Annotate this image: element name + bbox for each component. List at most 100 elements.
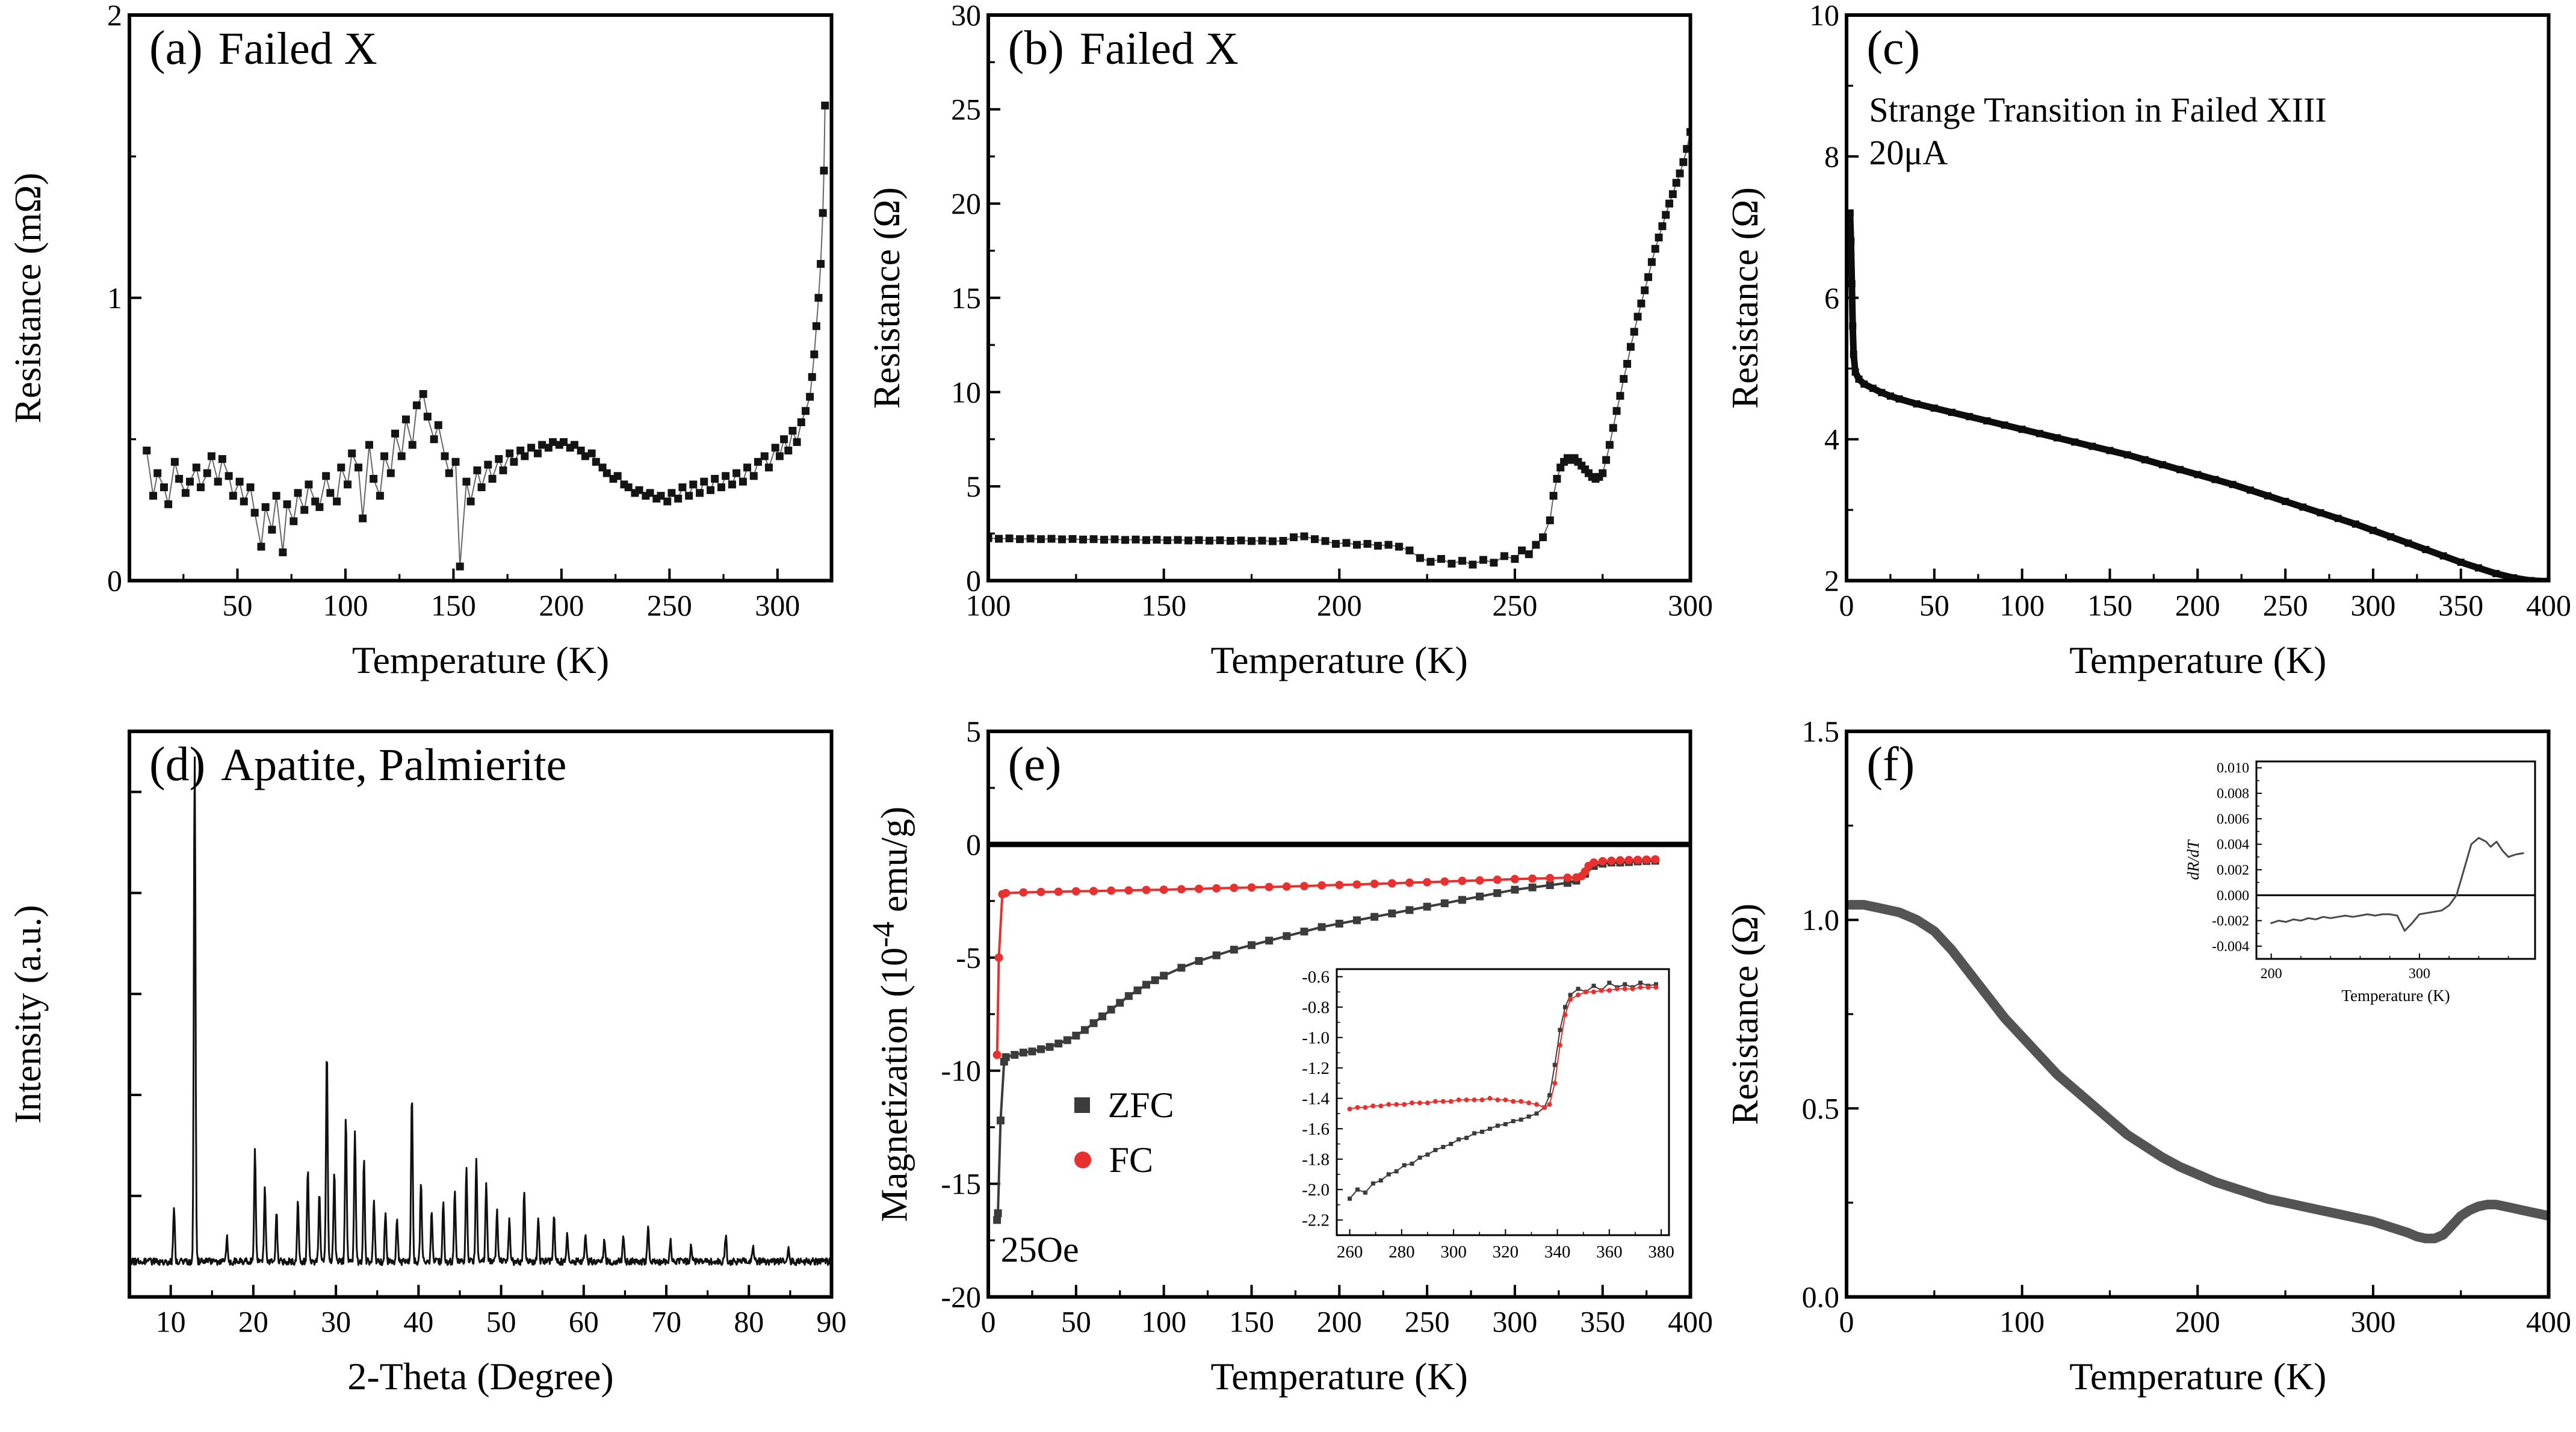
svg-text:0: 0 bbox=[107, 564, 122, 598]
svg-text:50: 50 bbox=[486, 1304, 516, 1338]
x-axis-label-d: 2-Theta (Degree) bbox=[347, 1354, 614, 1398]
svg-text:30: 30 bbox=[321, 1304, 351, 1338]
panel-b: 100 150 200 250 300 0 5 10 15 20 25 30 (b) Failed X … bbox=[859, 0, 1718, 716]
svg-text:20: 20 bbox=[238, 1304, 268, 1338]
zfc-marker-icon bbox=[1074, 1097, 1090, 1113]
x-axis-label-f: Temperature (K) bbox=[2069, 1354, 2327, 1398]
svg-text:300: 300 bbox=[2351, 1304, 2396, 1338]
svg-text:15: 15 bbox=[951, 281, 981, 315]
panel-a-tag: (a) bbox=[149, 22, 203, 75]
svg-text:-1.4: -1.4 bbox=[1302, 1089, 1330, 1108]
svg-text:200: 200 bbox=[2261, 966, 2282, 982]
svg-text:300: 300 bbox=[2351, 589, 2396, 622]
y-axis-label-e-exponent: -4 bbox=[866, 921, 901, 947]
svg-text:-1.0: -1.0 bbox=[1302, 1028, 1330, 1047]
chart-f: 0 100 200 300 400 0.0 0.5 1.0 1.5 bbox=[1802, 716, 2571, 1339]
panel-a-title-text: Failed X bbox=[218, 23, 377, 74]
svg-text:300: 300 bbox=[1492, 1304, 1537, 1338]
svg-text:8: 8 bbox=[1824, 140, 1839, 173]
svg-text:2: 2 bbox=[107, 0, 122, 32]
svg-text:4: 4 bbox=[1824, 423, 1839, 456]
panel-a: 50 100 150 200 250 300 0 1 2 (a) Failed X Tempera… bbox=[0, 0, 859, 716]
svg-text:340: 340 bbox=[1544, 1242, 1570, 1262]
svg-text:350: 350 bbox=[2439, 589, 2484, 622]
svg-text:10: 10 bbox=[156, 1304, 186, 1338]
inset-chart-f: 200 300 -0.004 -0.002 0.000 0.002 0.004 0.006 0.… bbox=[2185, 754, 2544, 1007]
panel-d-title-text: Apatite, Palmierite bbox=[221, 739, 567, 790]
svg-text:30: 30 bbox=[951, 0, 981, 32]
panel-e-title: (e) bbox=[1008, 739, 1062, 790]
svg-text:0.0: 0.0 bbox=[1802, 1280, 1839, 1313]
svg-text:70: 70 bbox=[651, 1304, 681, 1338]
panel-c-subtitle-line1: Strange Transition in Failed XIII bbox=[1869, 90, 2327, 129]
svg-text:200: 200 bbox=[2175, 589, 2220, 622]
svg-text:350: 350 bbox=[1580, 1304, 1625, 1338]
x-axis-label-a: Temperature (K) bbox=[351, 639, 610, 681]
svg-text:-0.8: -0.8 bbox=[1302, 998, 1330, 1017]
svg-text:50: 50 bbox=[1919, 589, 1949, 622]
svg-text:400: 400 bbox=[2526, 589, 2571, 622]
svg-text:150: 150 bbox=[1229, 1304, 1274, 1338]
panel-c-subtitle-line2: 20μA bbox=[1869, 132, 1948, 172]
svg-text:6: 6 bbox=[1824, 281, 1839, 315]
chart-e: 0 50 100 150 200 250 300 350 400 -20 -15 -10 -5 0 5 bbox=[941, 716, 1713, 1339]
svg-text:Temperature (K): Temperature (K) bbox=[2342, 987, 2450, 1005]
y-axis-label-f: Resistance (Ω) bbox=[1725, 903, 1766, 1125]
panel-f: 0 100 200 300 400 0.0 0.5 1.0 1.5 200 300 -0.004 -0… bbox=[1717, 716, 2576, 1432]
svg-text:80: 80 bbox=[734, 1304, 764, 1338]
svg-text:1.0: 1.0 bbox=[1802, 903, 1839, 937]
svg-text:2: 2 bbox=[1824, 564, 1839, 598]
svg-text:5: 5 bbox=[966, 716, 981, 748]
panel-b-tag: (b) bbox=[1008, 22, 1064, 75]
x-axis-label-e: Temperature (K) bbox=[1210, 1354, 1468, 1398]
svg-text:400: 400 bbox=[2526, 1304, 2571, 1338]
svg-text:260: 260 bbox=[1336, 1242, 1363, 1262]
svg-text:300: 300 bbox=[2409, 966, 2430, 982]
legend-item-zfc: ZFC bbox=[1074, 1085, 1174, 1126]
svg-text:100: 100 bbox=[1141, 1304, 1186, 1338]
svg-text:-20: -20 bbox=[941, 1280, 981, 1313]
panel-e: 0 50 100 150 200 250 300 350 400 -20 -15 -10 -5 0 5 26… bbox=[859, 716, 1718, 1432]
svg-text:20: 20 bbox=[951, 187, 981, 220]
svg-text:-1.8: -1.8 bbox=[1302, 1150, 1330, 1169]
svg-text:50: 50 bbox=[1061, 1304, 1091, 1338]
svg-text:300: 300 bbox=[1668, 589, 1713, 622]
svg-text:1.5: 1.5 bbox=[1802, 716, 1839, 748]
svg-text:0: 0 bbox=[980, 1304, 995, 1338]
panel-b-title-text: Failed X bbox=[1079, 23, 1239, 74]
panel-d: 10 20 30 40 50 60 70 80 90 (d) Apatite, Palmierit… bbox=[0, 716, 859, 1432]
legend-label-zfc: ZFC bbox=[1107, 1085, 1174, 1125]
y-axis-label-c: Resistance (Ω) bbox=[1725, 187, 1766, 409]
legend-label-fc: FC bbox=[1109, 1139, 1154, 1180]
svg-text:-0.002: -0.002 bbox=[2212, 913, 2249, 929]
svg-text:100: 100 bbox=[965, 589, 1011, 622]
svg-text:200: 200 bbox=[539, 589, 584, 622]
svg-text:-1.2: -1.2 bbox=[1302, 1059, 1330, 1078]
svg-text:300: 300 bbox=[1440, 1242, 1467, 1262]
svg-text:1: 1 bbox=[107, 281, 122, 315]
svg-text:250: 250 bbox=[2263, 589, 2308, 622]
svg-text:-1.6: -1.6 bbox=[1302, 1120, 1330, 1139]
svg-text:-0.004: -0.004 bbox=[2212, 938, 2249, 954]
chart-c: 0 50 100 150 200 250 300 350 400 2 4 6 8 10 bbox=[1809, 0, 2571, 622]
svg-text:40: 40 bbox=[403, 1304, 433, 1338]
y-axis-label-e: Magnetization (10-4 emu/g) bbox=[866, 731, 917, 1297]
svg-text:10: 10 bbox=[951, 375, 981, 409]
panel-c: 0 50 100 150 200 250 300 350 400 2 4 6 8 10 (c) Stran… bbox=[1717, 0, 2576, 716]
panel-c-tag: (c) bbox=[1866, 22, 1921, 75]
svg-text:-0.6: -0.6 bbox=[1302, 967, 1330, 987]
svg-text:280: 280 bbox=[1389, 1242, 1415, 1262]
chart-d: 10 20 30 40 50 60 70 80 90 bbox=[128, 729, 847, 1338]
svg-text:25: 25 bbox=[951, 93, 981, 126]
svg-text:320: 320 bbox=[1492, 1242, 1519, 1262]
svg-text:250: 250 bbox=[647, 589, 692, 622]
svg-text:0.004: 0.004 bbox=[2217, 837, 2249, 852]
svg-text:100: 100 bbox=[2000, 589, 2045, 622]
svg-text:0.000: 0.000 bbox=[2217, 888, 2249, 904]
svg-text:380: 380 bbox=[1648, 1242, 1674, 1262]
svg-text:0.006: 0.006 bbox=[2217, 811, 2249, 827]
panel-a-title: (a) Failed X bbox=[149, 23, 377, 73]
svg-text:100: 100 bbox=[2000, 1304, 2045, 1338]
svg-text:0: 0 bbox=[1839, 589, 1854, 622]
